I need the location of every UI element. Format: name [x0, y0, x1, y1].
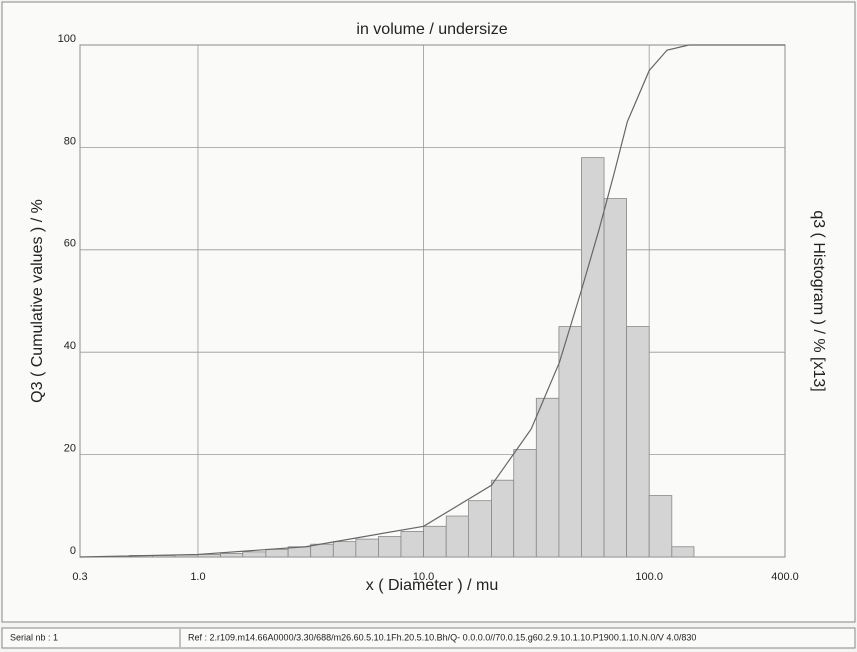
histogram-bar: [423, 525, 447, 558]
histogram-bar: [467, 500, 492, 558]
y-tick-label: 0: [70, 545, 76, 557]
histogram-bar: [513, 449, 537, 558]
x-tick-label: 0.3: [72, 571, 87, 583]
footer-serial: Serial nb : 1: [10, 632, 58, 642]
y-tick-label: 20: [64, 443, 76, 455]
y-tick-label: 40: [64, 340, 76, 352]
frame: [1, 1, 856, 623]
histogram-bar: [603, 198, 627, 558]
histogram-bar: [310, 543, 334, 558]
x-tick-label: 400.0: [771, 571, 799, 583]
x-axis-label: x ( Diameter ) / mu: [366, 577, 498, 594]
histogram-bar: [491, 479, 515, 558]
histogram-bar: [626, 326, 650, 558]
histogram-bar: [332, 541, 357, 558]
cumulative-line: [79, 44, 785, 558]
histogram-bar: [220, 553, 244, 558]
histogram-bar: [445, 515, 469, 558]
footer-ref: Ref : 2.r109.m14.66A0000/3.30/688/m26.60…: [188, 632, 696, 642]
y-tick-label: 100: [58, 33, 76, 45]
x-tick-label: 100.0: [635, 571, 663, 583]
histogram-bar: [648, 495, 673, 558]
chart-title: in volume / undersize: [356, 21, 507, 38]
histogram-bar: [197, 554, 222, 558]
histogram-bar: [581, 157, 605, 558]
y-tick-label: 60: [64, 238, 76, 250]
histogram-bar: [671, 546, 695, 558]
histogram-bar: [558, 326, 582, 558]
footer-box: [1, 627, 856, 649]
x-tick-label: 10.0: [413, 571, 434, 583]
histogram-bar: [535, 397, 560, 558]
histogram-bar: [378, 536, 402, 558]
histogram-bar: [355, 538, 379, 558]
histogram-bar: [265, 548, 289, 558]
y2-axis-label: q3 ( Histogram ) / % [x13]: [810, 210, 827, 391]
histogram-bar: [242, 551, 267, 558]
y-axis-label: Q3 ( Cumulative values ) / %: [29, 199, 46, 403]
x-tick-label: 1.0: [190, 571, 205, 583]
histogram-bar: [400, 531, 424, 558]
y-tick-label: 80: [64, 135, 76, 147]
